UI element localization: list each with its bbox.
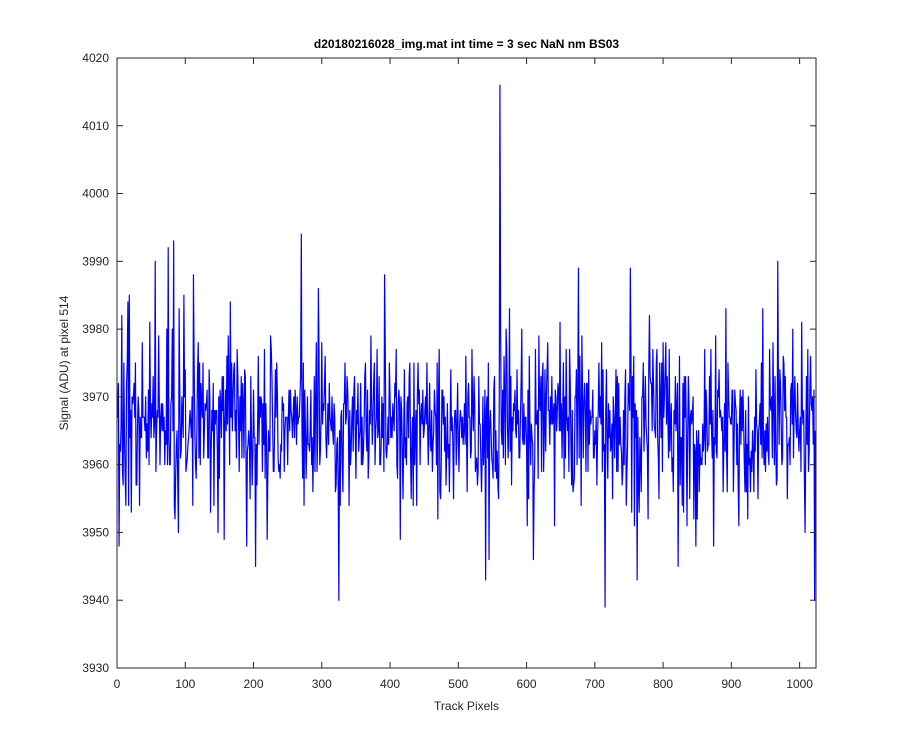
x-tick-label: 0 [114,677,121,691]
y-tick-label: 4020 [82,51,109,65]
x-tick-label: 200 [244,677,264,691]
x-tick-label: 400 [380,677,400,691]
y-tick-label: 3980 [82,322,109,336]
plot-area [117,58,816,668]
x-tick-label: 700 [585,677,605,691]
x-axis-label: Track Pixels [434,699,499,713]
y-tick-label: 3960 [82,458,109,472]
x-tick-label: 800 [653,677,673,691]
x-tick-label: 600 [517,677,537,691]
y-tick-label: 3970 [82,390,109,404]
x-tick-label: 1000 [786,677,813,691]
y-tick-label: 4000 [82,187,109,201]
y-tick-label: 3940 [82,593,109,607]
y-axis-ticks: 3930 3940 3950 3960 3970 3980 3990 4000 4010 4020 [82,51,816,675]
y-tick-label: 3950 [82,525,109,539]
y-tick-label: 3930 [82,661,109,675]
x-tick-label: 100 [175,677,195,691]
y-axis-label: Signal (ADU) at pixel 514 [57,295,71,430]
series-line [116,84,816,608]
x-tick-label: 500 [448,677,468,691]
x-tick-label: 300 [312,677,332,691]
x-axis-ticks: 0 100 200 300 400 500 600 700 800 900 1000 [114,58,813,691]
x-tick-label: 900 [721,677,741,691]
plot-frame [116,57,817,669]
y-tick-label: 4010 [82,119,109,133]
y-tick-label: 3990 [82,254,109,268]
chart-title: d20180216028_img.mat int time = 3 sec Na… [314,37,619,51]
